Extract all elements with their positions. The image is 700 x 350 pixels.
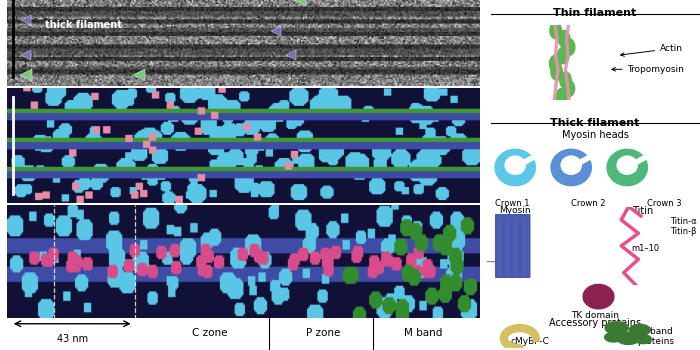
Text: Titin: Titin [632,206,653,216]
Text: 43 nm: 43 nm [57,335,88,344]
Circle shape [617,156,637,174]
Circle shape [559,30,570,47]
Text: Crown 3: Crown 3 [647,199,682,208]
Text: Myosin heads: Myosin heads [561,130,629,140]
Circle shape [551,64,563,80]
Circle shape [607,149,648,186]
Circle shape [563,80,575,97]
Text: Titin-β: Titin-β [671,227,697,236]
Circle shape [505,156,525,174]
Circle shape [550,22,561,39]
Text: Thin filament: Thin filament [554,8,636,18]
Circle shape [550,55,561,72]
Circle shape [561,156,581,174]
Circle shape [617,332,640,344]
Text: TK domain: TK domain [571,311,619,320]
Circle shape [635,335,651,344]
Text: Crown 1: Crown 1 [496,199,530,208]
Text: Myosin
tails: Myosin tails [499,206,531,225]
FancyBboxPatch shape [495,213,531,279]
Text: C zone: C zone [193,328,228,337]
Text: P zone: P zone [307,328,341,337]
Text: Tropomyosin: Tropomyosin [612,65,685,74]
Circle shape [606,322,629,334]
Circle shape [564,39,575,55]
Text: cMyBP-C: cMyBP-C [510,337,550,346]
Text: Titin-α: Titin-α [671,217,697,225]
Circle shape [629,324,650,336]
Circle shape [558,47,569,64]
Text: m1–10: m1–10 [631,244,659,253]
Circle shape [495,149,536,186]
Circle shape [551,149,591,186]
Text: M-band
proteins: M-band proteins [637,327,674,346]
Text: Crown 2: Crown 2 [571,199,606,208]
Circle shape [560,72,571,89]
Text: Accessory proteins: Accessory proteins [549,318,641,328]
Text: thick filament: thick filament [45,20,122,30]
Text: M band: M band [404,328,442,337]
Text: Thick filament: Thick filament [550,118,640,128]
Circle shape [556,89,568,105]
Ellipse shape [583,285,614,309]
Circle shape [605,332,622,342]
Text: Actin: Actin [620,44,683,56]
